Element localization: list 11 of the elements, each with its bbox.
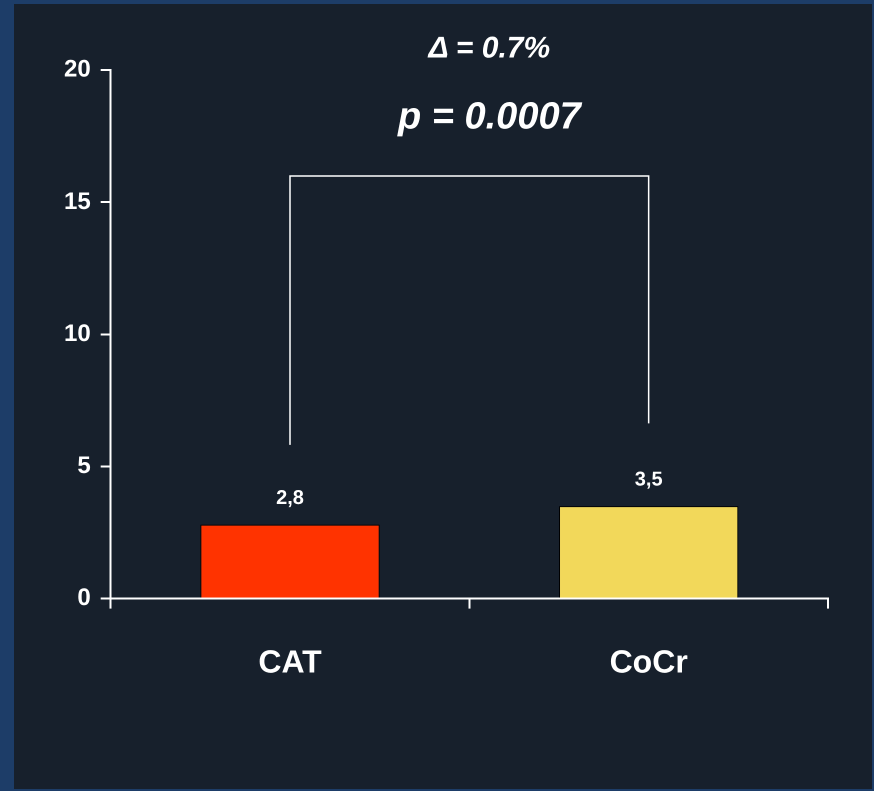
text: Δ = 0.7%	[428, 31, 550, 64]
y-tick-label: 15	[64, 188, 91, 215]
y-tick-label: 10	[64, 320, 91, 347]
annotation: p = 0.0007	[396, 95, 583, 138]
y-tick-label: 20	[64, 56, 91, 83]
y-tick-label: 0	[77, 584, 91, 612]
data-label: 3,5	[634, 468, 663, 491]
data-label: 2,8	[276, 487, 304, 510]
y-tick-label: 5	[77, 452, 91, 480]
x-tick-label: CoCr	[610, 644, 688, 680]
x-tick-label: CAT	[258, 644, 322, 680]
